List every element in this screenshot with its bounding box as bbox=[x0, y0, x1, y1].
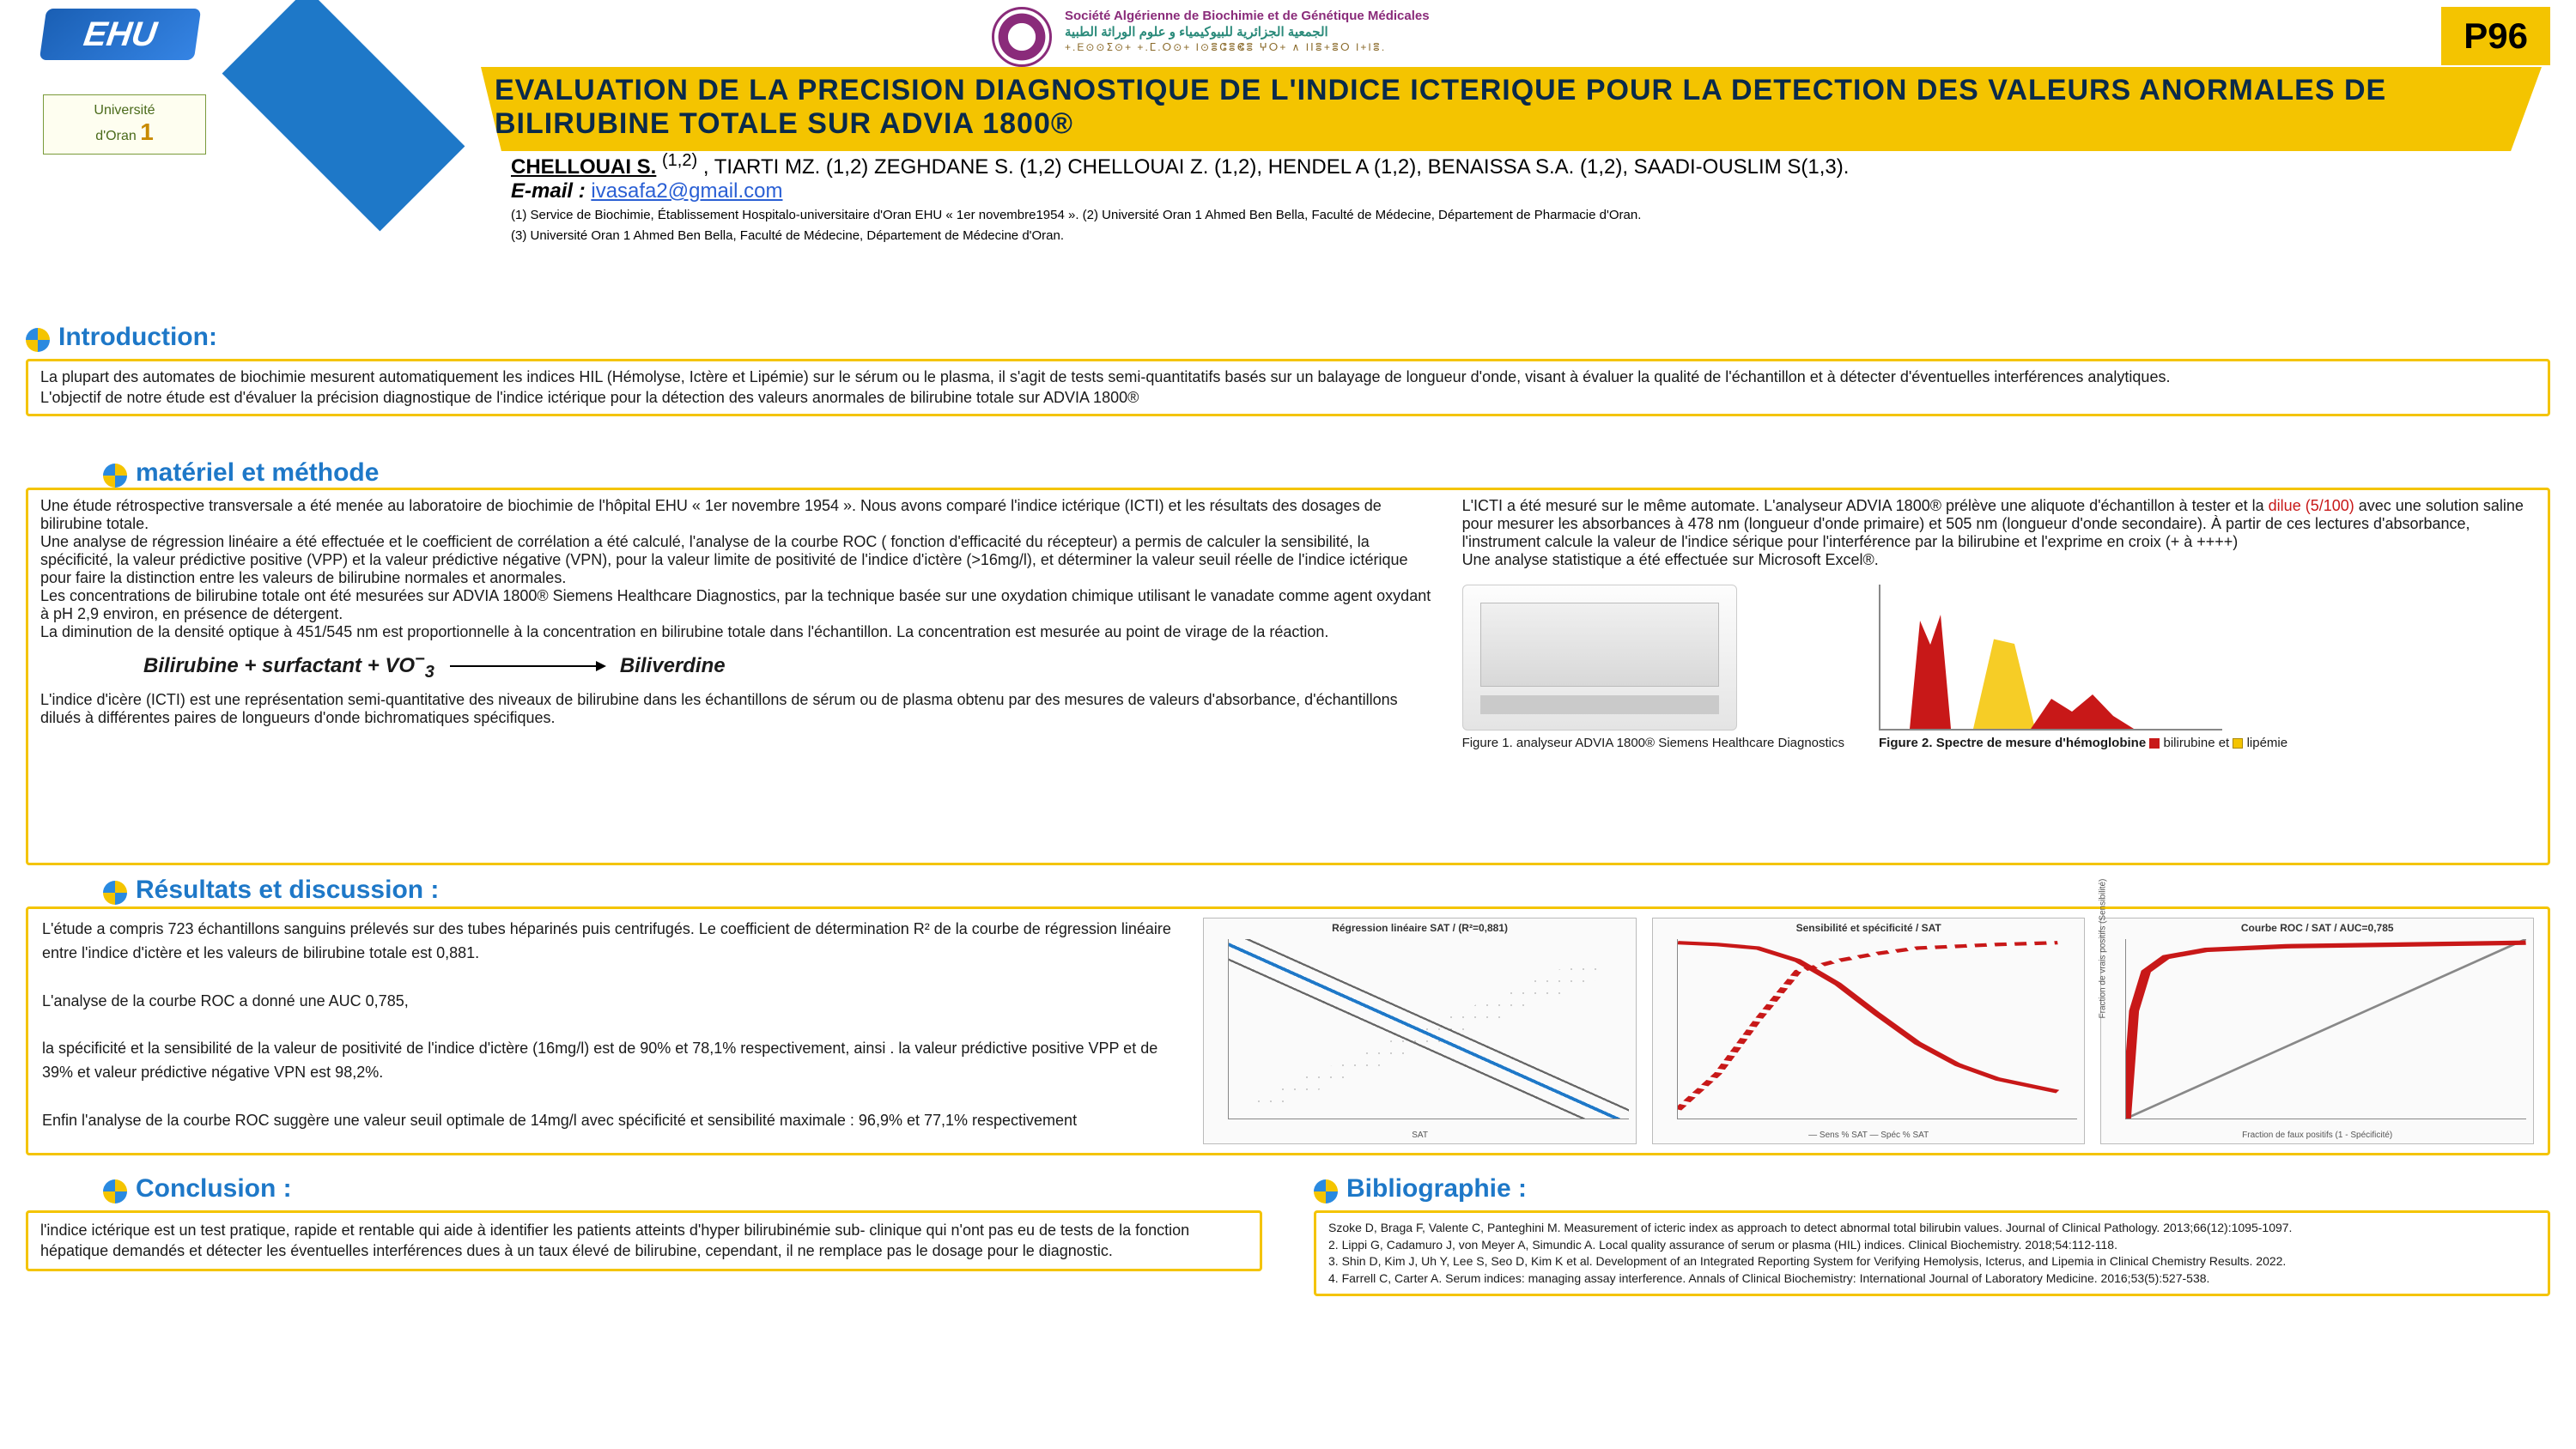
formula-right: Biliverdine bbox=[620, 654, 726, 678]
formula-sub: 3 bbox=[425, 663, 434, 682]
meth-l3: Les concentrations de bilirubine totale … bbox=[40, 587, 1437, 623]
univ-l2: d'Oran bbox=[95, 129, 137, 143]
poster-number-badge: P96 bbox=[2441, 7, 2550, 65]
res-p3: la spécificité et la sensibilité de la v… bbox=[42, 1037, 1182, 1085]
res-p1: L'étude a compris 723 échantillons sangu… bbox=[42, 918, 1182, 966]
univ-l1: Université bbox=[94, 103, 155, 118]
lead-author: CHELLOUAI S. bbox=[511, 155, 656, 179]
meth-r1a: L'ICTI a été mesuré sur le même automate… bbox=[1462, 497, 2269, 514]
heading-results: Résultats et discussion : bbox=[103, 876, 439, 905]
meth-l1: Une étude rétrospective transversale a é… bbox=[40, 497, 1437, 533]
box-bibliography: Szoke D, Braga F, Valente C, Panteghini … bbox=[1314, 1210, 2550, 1296]
box-conclusion: l'indice ictérique est un test pratique,… bbox=[26, 1210, 1262, 1271]
heading-conclusion: Conclusion : bbox=[103, 1174, 292, 1203]
affiliation-2: (3) Université Oran 1 Ahmed Ben Bella, F… bbox=[511, 227, 2524, 245]
poster-title: EVALUATION DE LA PRECISION DIAGNOSTIQUE … bbox=[495, 74, 2528, 141]
chart3-title: Courbe ROC / SAT / AUC=0,785 bbox=[2105, 922, 2530, 934]
header: EHU Société Algérienne de Biochimie et d… bbox=[0, 0, 2576, 60]
biblio-item: 3. Shin D, Kim J, Uh Y, Lee S, Seo D, Ki… bbox=[1328, 1253, 2536, 1270]
heading-bibliography: Bibliographie : bbox=[1314, 1174, 1527, 1203]
co-authors: , TIARTI MZ. (1,2) ZEGHDANE S. (1,2) CHE… bbox=[703, 155, 1850, 179]
logo-ehu: EHU bbox=[39, 9, 201, 60]
society-line2: الجمعية الجزائرية للبيوكيمياء و علوم الو… bbox=[1065, 25, 1666, 41]
society-line3: +.E⊙⊙ⵉ⊙+ +.ⵎ.ⵔ⊙+ I⊙ⴻⵛⴻⵞⴻ ⵖⵔ+ ∧ Iⵏⴻ+ⴻⵔ I+… bbox=[1065, 41, 1666, 54]
meth-r1b: dilue (5/100) bbox=[2269, 497, 2354, 514]
res-p2: L'analyse de la courbe ROC a donné une A… bbox=[42, 990, 1182, 1014]
society-logo-icon bbox=[992, 7, 1052, 67]
chart-roc: Courbe ROC / SAT / AUC=0,785 Fraction de… bbox=[2100, 918, 2534, 1144]
reaction-formula: Bilirubine + surfactant + VO−3 Biliverdi… bbox=[143, 650, 1437, 682]
meth-l5: L'indice d'icère (ICTI) est une représen… bbox=[40, 691, 1437, 727]
chart2-title: Sensibilité et spécificité / SAT bbox=[1656, 922, 2081, 934]
chart2-legend: — Sens % SAT — Spéc % SAT bbox=[1653, 1131, 2085, 1140]
meth-r1: L'ICTI a été mesuré sur le même automate… bbox=[1462, 497, 2536, 551]
box-introduction: La plupart des automates de biochimie me… bbox=[26, 359, 2550, 416]
formula-left: Bilirubine + surfactant + VO bbox=[143, 654, 415, 677]
analyzer-image bbox=[1462, 585, 1737, 731]
univ-num: 1 bbox=[140, 118, 154, 145]
figure-1: Figure 1. analyseur ADVIA 1800® Siemens … bbox=[1462, 585, 1844, 750]
fig1-caption: Figure 1. analyseur ADVIA 1800® Siemens … bbox=[1462, 736, 1844, 750]
meth-l4: La diminution de la densité optique à 45… bbox=[40, 623, 1437, 641]
res-p4: Enfin l'analyse de la courbe ROC suggère… bbox=[42, 1109, 1182, 1133]
authors-block: CHELLOUAI S. (1,2) , TIARTI MZ. (1,2) ZE… bbox=[511, 151, 2524, 244]
box-results: L'étude a compris 723 échantillons sangu… bbox=[26, 906, 2550, 1155]
results-charts: Régression linéaire SAT / (R²=0,881) SAT… bbox=[1203, 918, 2534, 1144]
meth-l2: Une analyse de régression linéaire a été… bbox=[40, 533, 1437, 587]
fig2-cap-b: bilirubine et bbox=[2164, 736, 2233, 750]
chart3-ylabel: Fraction de vrais positifs (Sensibilité) bbox=[2099, 879, 2108, 1019]
society-text: Société Algérienne de Biochimie et de Gé… bbox=[1065, 9, 1666, 54]
heading-introduction: Introduction: bbox=[26, 323, 217, 352]
email-label: E-mail : bbox=[511, 179, 586, 203]
logo-universite: Université d'Oran 1 bbox=[43, 94, 206, 155]
spectrum-chart bbox=[1879, 585, 2222, 731]
fig2-cap-a: Figure 2. Spectre de mesure d'hémoglobin… bbox=[1879, 736, 2149, 750]
affiliation-1: (1) Service de Biochimie, Établissement … bbox=[511, 207, 2524, 224]
lead-aff: (1,2) bbox=[662, 151, 697, 170]
meth-r2: Une analyse statistique a été effectuée … bbox=[1462, 551, 2536, 569]
fig2-caption: Figure 2. Spectre de mesure d'hémoglobin… bbox=[1879, 736, 2287, 750]
chart-regression: Régression linéaire SAT / (R²=0,881) SAT bbox=[1203, 918, 1637, 1144]
intro-p1: La plupart des automates de biochimie me… bbox=[40, 367, 2536, 387]
chart1-title: Régression linéaire SAT / (R²=0,881) bbox=[1207, 922, 1632, 934]
biblio-item: 2. Lippi G, Cadamuro J, von Meyer A, Sim… bbox=[1328, 1237, 2536, 1254]
results-text: L'étude a compris 723 échantillons sangu… bbox=[42, 918, 1182, 1144]
chart-sens-spec: Sensibilité et spécificité / SAT — Sens … bbox=[1652, 918, 2086, 1144]
title-band: EVALUATION DE LA PRECISION DIAGNOSTIQUE … bbox=[481, 67, 2542, 151]
biblio-item: 4. Farrell C, Carter A. Serum indices: m… bbox=[1328, 1270, 2536, 1288]
methods-right-col: L'ICTI a été mesuré sur le même automate… bbox=[1462, 497, 2536, 856]
methods-left-col: Une étude rétrospective transversale a é… bbox=[40, 497, 1437, 856]
legend-red-icon bbox=[2149, 738, 2160, 749]
biblio-item: Szoke D, Braga F, Valente C, Panteghini … bbox=[1328, 1220, 2536, 1237]
heading-methods: matériel et méthode bbox=[103, 458, 379, 488]
society-line1: Société Algérienne de Biochimie et de Gé… bbox=[1065, 9, 1666, 25]
fig2-cap-c: lipémie bbox=[2247, 736, 2288, 750]
figure-2: Figure 2. Spectre de mesure d'hémoglobin… bbox=[1879, 585, 2287, 750]
formula-sup: − bbox=[415, 650, 425, 669]
chart3-xlabel: Fraction de faux positifs (1 - Spécifici… bbox=[2101, 1131, 2533, 1140]
chart1-xlabel: SAT bbox=[1204, 1131, 1636, 1140]
intro-p2: L'objectif de notre étude est d'évaluer … bbox=[40, 387, 2536, 408]
legend-yellow-icon bbox=[2233, 738, 2243, 749]
arrow-icon bbox=[450, 665, 605, 667]
box-methods: Une étude rétrospective transversale a é… bbox=[26, 488, 2550, 865]
email-link[interactable]: ivasafa2@gmail.com bbox=[591, 179, 782, 203]
conclusion-text: l'indice ictérique est un test pratique,… bbox=[40, 1220, 1248, 1262]
